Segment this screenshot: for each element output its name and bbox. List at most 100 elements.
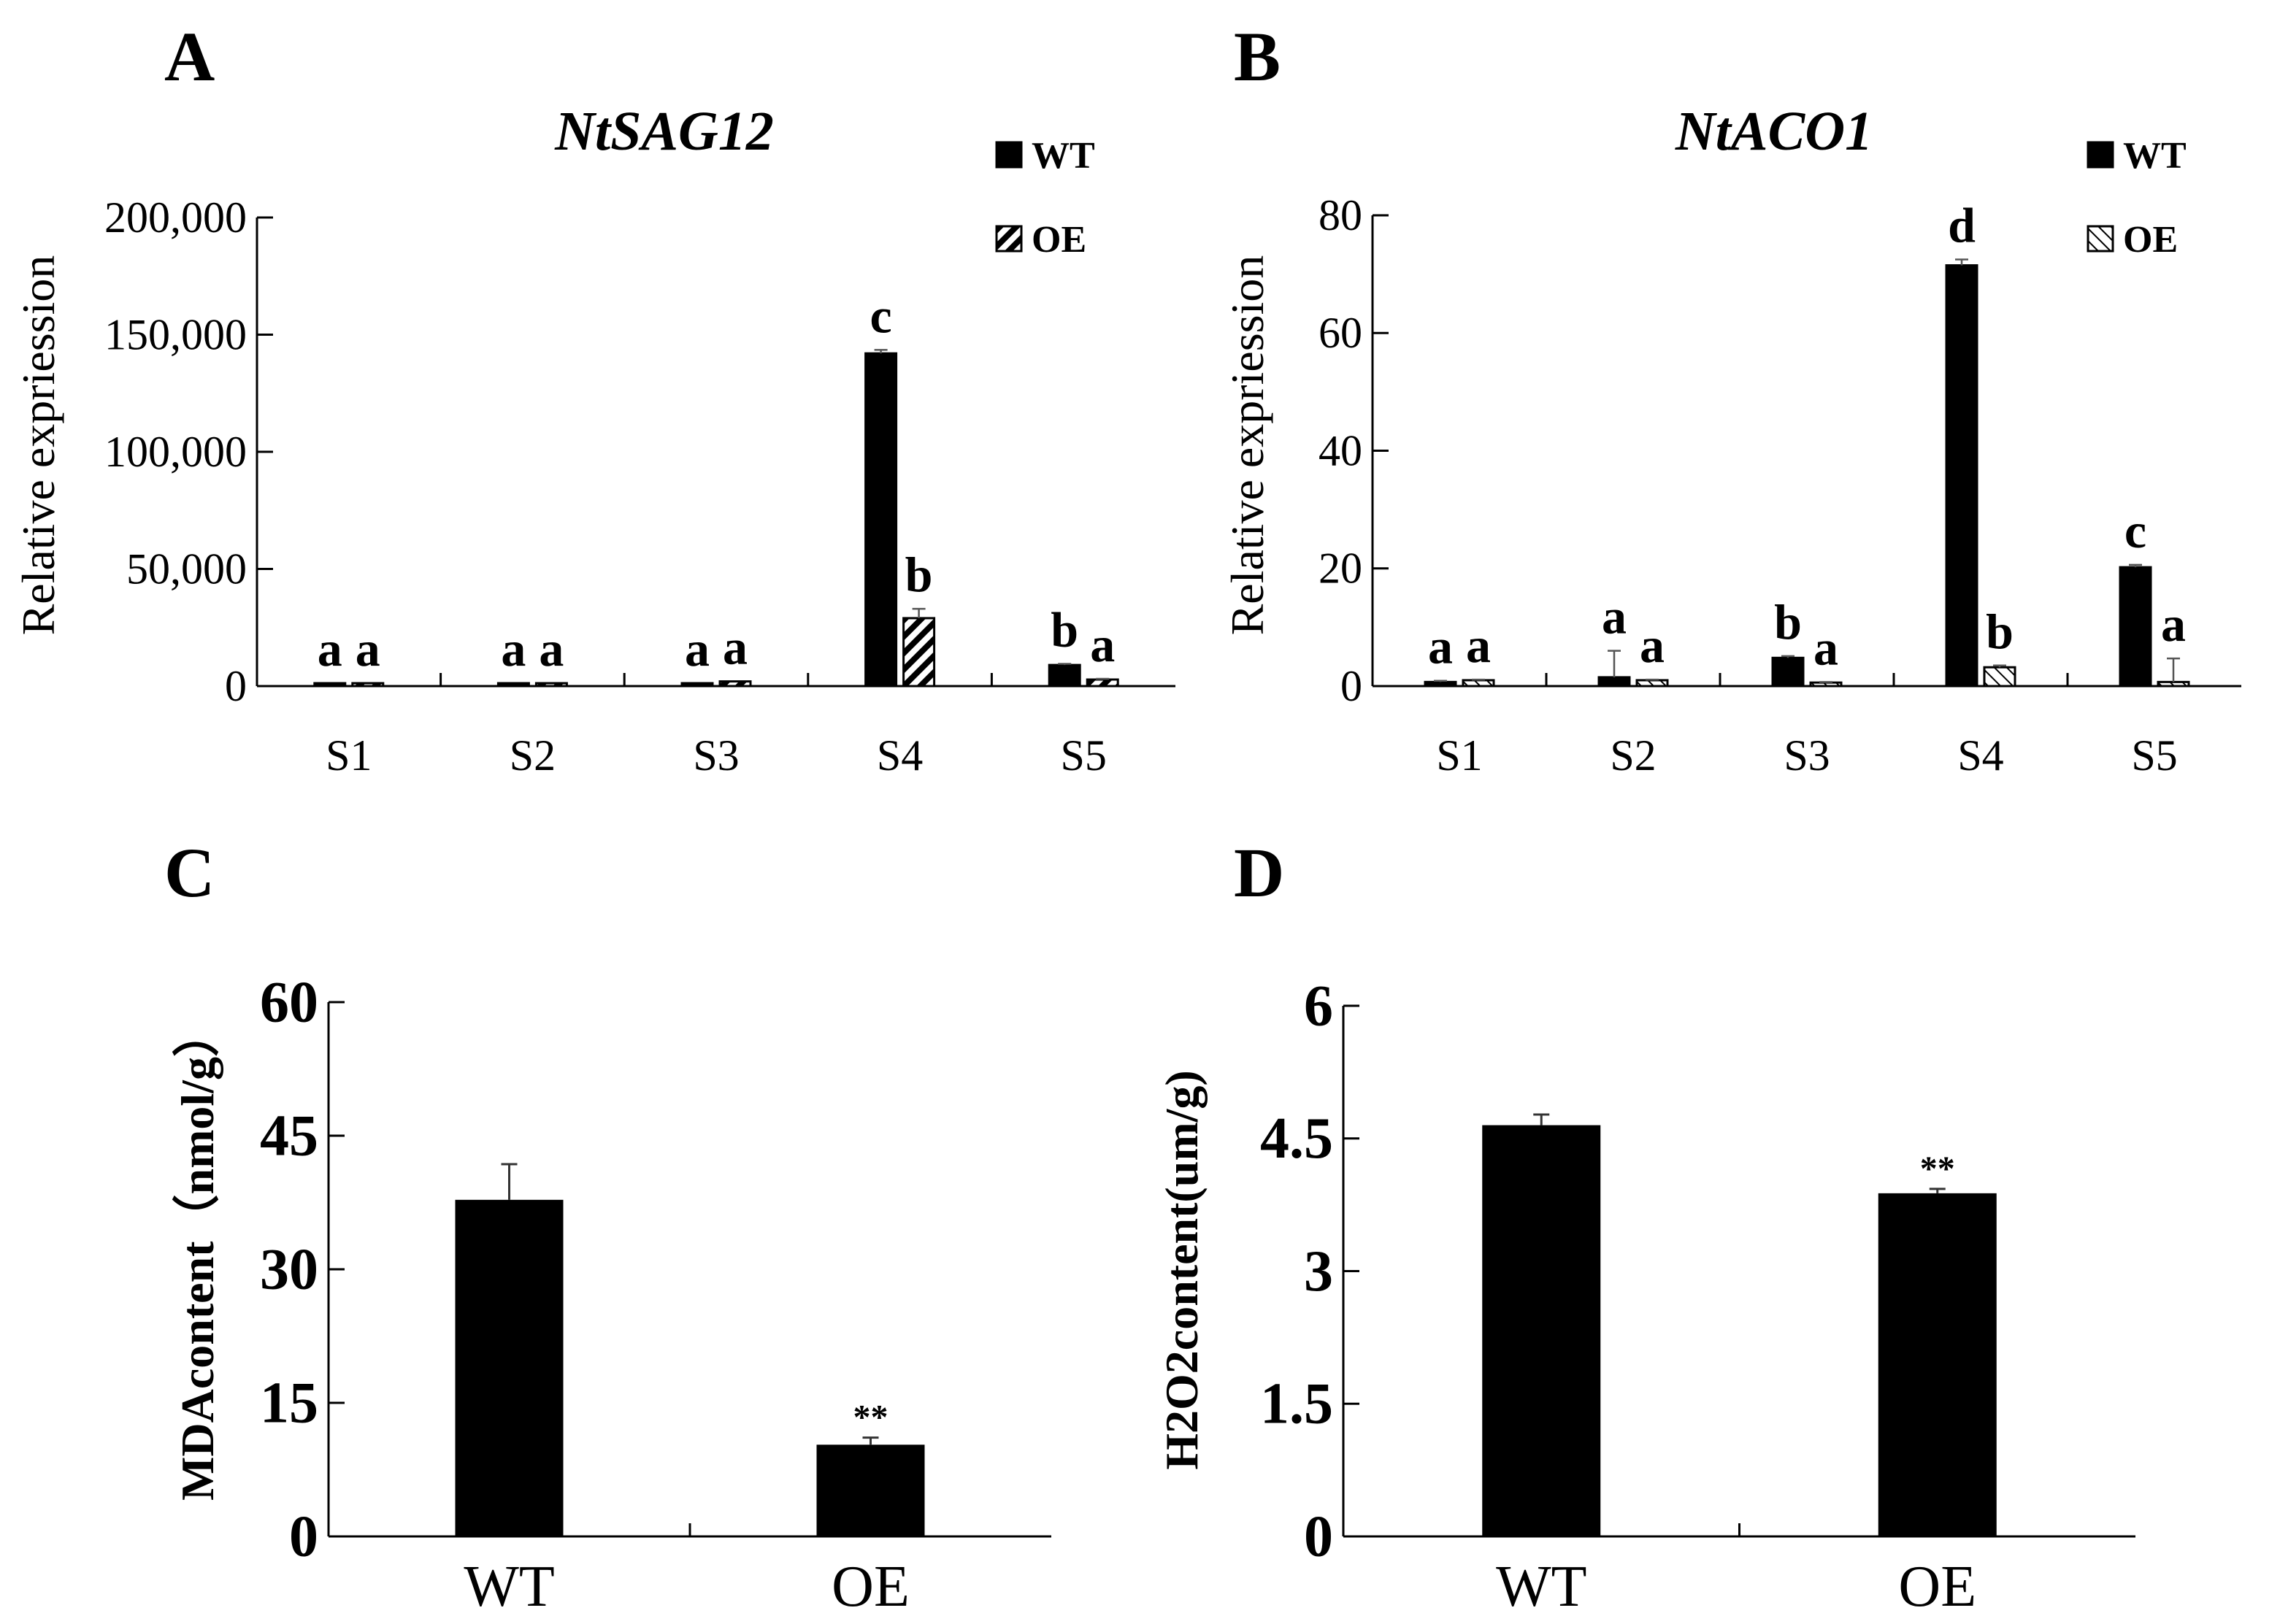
bar-oe [902, 617, 936, 688]
significance-letter: b [1051, 602, 1078, 658]
significance-letter: a [1640, 617, 1665, 673]
chart-c-marks: 0 15 30 45 60 WT ** OE [260, 970, 1051, 1619]
bar-wt [680, 682, 714, 688]
legend-label-oe: OE [2123, 219, 2178, 261]
y-tick-label: 1.5 [1260, 1372, 1333, 1436]
legend-swatch-wt [2087, 141, 2114, 169]
significance-letter: d [1948, 197, 1976, 253]
y-tick-label: 0 [289, 1504, 318, 1569]
bar-wt [864, 352, 898, 688]
legend-label-wt: WT [2123, 135, 2187, 177]
x-tick-label: OE [1898, 1555, 1976, 1619]
y-tick-label: 30 [260, 1237, 318, 1301]
legend-label-oe: OE [1032, 219, 1086, 261]
bar-wt [1597, 676, 1631, 688]
significance-letter: a [1090, 617, 1115, 672]
significance-letter: a [723, 620, 748, 675]
x-tick-label: S3 [693, 731, 739, 780]
y-tick-label: 0 [1340, 662, 1362, 710]
y-tick-label: 20 [1319, 544, 1362, 593]
bar-oe [718, 680, 752, 688]
y-tick-label: 0 [1304, 1504, 1333, 1569]
significance-letter: b [1986, 604, 2014, 659]
x-tick-label: WT [1496, 1555, 1586, 1619]
chart-d: H2O2content(um/g) 0 1.5 3 4.5 6 WT ** OE [1156, 974, 2135, 1619]
chart-c-ylabel: MDAcontent（nmol/g） [172, 1010, 223, 1501]
y-tick-label: 60 [260, 970, 318, 1034]
x-tick-label: S5 [2131, 731, 2177, 780]
bar-wt [1048, 663, 1081, 688]
bar-wt [1771, 656, 1805, 688]
x-tick-label: S1 [326, 731, 372, 780]
significance-letter: a [356, 621, 380, 677]
y-tick-label: 15 [260, 1371, 318, 1435]
x-tick-label: OE [832, 1555, 910, 1619]
x-tick-label: S3 [1784, 731, 1830, 780]
bar-wt [1482, 1125, 1601, 1536]
chart-a-title: NtSAG12 [554, 101, 774, 162]
bar-wt [496, 682, 530, 688]
significance-letter: a [1602, 589, 1627, 644]
bar-oe [816, 1444, 925, 1536]
chart-b-title: NtACO1 [1675, 101, 1873, 162]
significance-letter: b [905, 547, 933, 602]
significance-letter: a [2161, 596, 2186, 652]
significance-letter: a [318, 621, 342, 677]
y-tick-label: 60 [1319, 309, 1362, 357]
significance-letter: c [870, 288, 892, 343]
panel-label-a: A [164, 18, 215, 96]
bar-wt [313, 682, 347, 688]
y-tick-label: 6 [1304, 974, 1333, 1038]
y-tick-label: 45 [260, 1104, 318, 1168]
bar-oe [1809, 681, 1843, 688]
x-tick-label: WT [464, 1555, 554, 1619]
chart-c: MDAcontent（nmol/g） 0 15 30 45 60 WT ** OE [172, 970, 1051, 1619]
y-tick-label: 50,000 [126, 544, 247, 593]
x-tick-label: S4 [877, 731, 923, 780]
y-tick-label: 80 [1319, 191, 1362, 239]
significance-letter: a [1428, 619, 1453, 674]
bar-wt [1945, 264, 1978, 688]
chart-d-ylabel: H2O2content(um/g) [1156, 1070, 1208, 1470]
significance-marker: ** [853, 1398, 888, 1437]
bar-wt [455, 1199, 564, 1536]
chart-d-marks: 0 1.5 3 4.5 6 WT ** OE [1260, 974, 2135, 1619]
x-tick-label: S5 [1061, 731, 1107, 780]
y-tick-label: 100,000 [104, 428, 247, 476]
significance-letter: a [501, 621, 526, 677]
chart-a: NtSAG12 Relative expriession 0 50,000 100,… [12, 101, 1175, 780]
significance-letter: b [1774, 594, 1802, 650]
significance-letter: a [539, 621, 564, 677]
x-tick-label: S1 [1436, 731, 1482, 780]
significance-letter: c [2124, 503, 2146, 558]
x-tick-label: S2 [510, 731, 556, 780]
bar-oe [1878, 1193, 1997, 1536]
x-tick-label: S4 [1957, 731, 2003, 780]
chart-a-ylabel: Relative expriession [12, 255, 64, 636]
bar-oe [1635, 679, 1669, 688]
y-tick-label: 3 [1304, 1239, 1333, 1304]
panel-label-b: B [1234, 18, 1281, 96]
y-tick-label: 200,000 [104, 193, 247, 242]
panel-label-c: C [164, 834, 215, 912]
significance-letter: a [1813, 620, 1838, 675]
y-tick-label: 0 [225, 662, 247, 710]
bar-wt [2119, 566, 2152, 688]
legend-label-wt: WT [1032, 135, 1095, 177]
panel-label-d: D [1234, 834, 1284, 912]
bar-oe [1086, 678, 1119, 688]
chart-b-ylabel: Relative expriession [1221, 255, 1273, 636]
significance-letter: a [685, 621, 710, 677]
bar-oe [2157, 680, 2190, 688]
chart-b: NtACO1 Relative expriession 0 20 40 60 80 S1 a… [1221, 101, 2241, 780]
significance-letter: a [1466, 617, 1491, 673]
legend-swatch-oe [995, 225, 1023, 253]
bar-oe [534, 682, 568, 688]
bar-oe [351, 682, 385, 688]
bar-wt [1424, 680, 1457, 688]
legend-swatch-wt [995, 141, 1023, 169]
bar-oe [1983, 666, 2016, 688]
